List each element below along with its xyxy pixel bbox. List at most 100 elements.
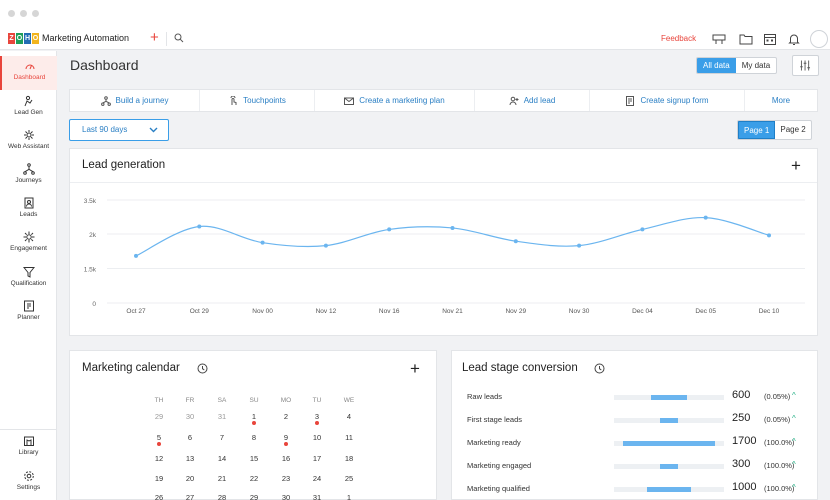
lead-stage-row[interactable]: Raw leads 600 (0.05%) ^ — [452, 389, 818, 410]
calendar-day[interactable]: 25 — [344, 474, 354, 483]
calendar-day[interactable]: 26 — [154, 493, 164, 500]
data-point[interactable] — [323, 243, 328, 248]
data-point[interactable] — [450, 225, 455, 230]
calendar-day[interactable]: 8 — [251, 433, 257, 442]
data-point[interactable] — [640, 227, 645, 232]
lead-stage-row[interactable]: Marketing ready 1700 (100.0%) ^ — [452, 435, 818, 456]
date-range-dropdown[interactable]: Last 90 days — [69, 119, 169, 141]
calendar-day[interactable]: 24 — [312, 474, 322, 483]
customize-button[interactable] — [792, 55, 819, 76]
calendar-day[interactable]: 9 — [283, 433, 289, 442]
calendar-day[interactable]: 12 — [154, 454, 164, 463]
sidebar-item-lead-gen[interactable]: Lead Gen — [0, 91, 57, 125]
calendar-day[interactable]: 19 — [154, 474, 164, 483]
calendar-day[interactable]: 22 — [249, 474, 259, 483]
data-point[interactable] — [260, 240, 265, 245]
calendar-day[interactable]: 30 — [281, 493, 291, 500]
sidebar-item-settings[interactable]: Settings — [0, 466, 57, 500]
app-topbar: Z O H O Marketing Automation + Feedback — [0, 28, 830, 50]
data-point[interactable] — [387, 227, 392, 232]
sidebar-item-leads[interactable]: Leads — [0, 193, 57, 227]
search-icon[interactable] — [174, 33, 184, 43]
add-event-icon[interactable]: + — [410, 359, 420, 378]
info-clock-icon[interactable] — [197, 363, 208, 374]
calendar-day[interactable]: 18 — [344, 454, 354, 463]
calendar-day[interactable]: 4 — [346, 412, 352, 421]
lead-stage-row[interactable]: Marketing qualified 1000 (100.0%) ^ — [452, 481, 818, 500]
calendar-day[interactable]: 27 — [185, 493, 195, 500]
calendar-day[interactable]: 23 — [281, 474, 291, 483]
sidebar-item-library[interactable]: Library — [0, 431, 57, 465]
data-point[interactable] — [703, 215, 708, 220]
calendar-icon[interactable] — [763, 32, 777, 46]
calendar-day[interactable]: 13 — [185, 454, 195, 463]
bell-icon[interactable] — [787, 32, 801, 46]
avatar[interactable] — [810, 30, 828, 48]
touchpoints-action[interactable]: Touchpoints — [200, 90, 315, 111]
journey-shortcut-icon[interactable] — [712, 32, 726, 46]
page-1-button[interactable]: Page 1 — [738, 121, 776, 139]
calendar-day[interactable]: 20 — [185, 474, 195, 483]
data-point[interactable] — [134, 253, 138, 258]
library-icon — [23, 436, 34, 446]
calendar-day[interactable]: 6 — [187, 433, 193, 442]
data-point[interactable] — [197, 224, 202, 229]
sidebar-item-qualification[interactable]: Qualification — [0, 262, 57, 296]
sidebar-item-journeys[interactable]: Journeys — [0, 159, 57, 193]
calendar-day[interactable]: 28 — [217, 493, 227, 500]
my-data-button[interactable]: My data — [741, 61, 771, 70]
stage-name: Marketing ready — [467, 438, 521, 447]
create-marketing-plan-action[interactable]: Create a marketing plan — [315, 90, 475, 111]
create-signup-form-action[interactable]: Create signup form — [590, 90, 745, 111]
add-icon[interactable]: + — [150, 29, 159, 46]
data-point[interactable] — [513, 239, 518, 244]
sidebar-item-web-assistant[interactable]: Web Assistant — [0, 125, 57, 159]
feedback-link[interactable]: Feedback — [661, 34, 697, 43]
calendar-day[interactable]: 7 — [219, 433, 225, 442]
info-clock-icon[interactable] — [594, 363, 605, 374]
sidebar-item-planner[interactable]: Planner — [0, 296, 57, 330]
sidebar-item-engagement[interactable]: Engagement — [0, 227, 57, 261]
event-dot — [157, 442, 161, 446]
calendar-day[interactable]: 29 — [154, 412, 164, 421]
zoho-logo[interactable]: Z O H O — [8, 33, 40, 45]
calendar-day[interactable]: 10 — [312, 433, 322, 442]
lead-gen-icon — [24, 95, 32, 107]
calendar-day[interactable]: 3 — [314, 412, 320, 421]
calendar-day[interactable]: 11 — [345, 433, 353, 442]
weekday-label: SU — [249, 397, 259, 404]
sidebar-item-label: Leads — [19, 211, 38, 218]
calendar-day[interactable]: 1 — [346, 493, 352, 500]
calendar-day[interactable]: 21 — [217, 474, 227, 483]
stage-bar-track — [614, 418, 724, 423]
calendar-day[interactable]: 1 — [251, 412, 257, 421]
y-tick-label: 0 — [92, 301, 96, 308]
calendar-day[interactable]: 29 — [249, 493, 259, 500]
all-data-button[interactable]: All data — [697, 58, 736, 73]
sidebar-item-label: Web Assistant — [7, 143, 50, 150]
dashboard-icon — [25, 64, 34, 70]
add-lead-action[interactable]: Add lead — [475, 90, 590, 111]
envelope-icon — [344, 97, 355, 105]
calendar-day[interactable]: 15 — [249, 454, 259, 463]
folder-icon[interactable] — [739, 32, 753, 46]
calendar-day[interactable]: 2 — [283, 412, 289, 421]
lead-stage-row[interactable]: First stage leads 250 (0.05%) ^ — [452, 412, 818, 433]
add-widget-icon[interactable]: + — [791, 156, 801, 175]
calendar-day[interactable]: 14 — [217, 454, 227, 463]
calendar-day[interactable]: 17 — [312, 454, 322, 463]
data-point[interactable] — [577, 243, 582, 248]
calendar-day[interactable]: 5 — [156, 433, 162, 442]
page-2-button[interactable]: Page 2 — [780, 125, 806, 134]
marketing-calendar-card: Marketing calendar + — [69, 350, 437, 500]
form-icon — [626, 95, 635, 106]
calendar-day[interactable]: 30 — [185, 412, 195, 421]
calendar-day[interactable]: 31 — [312, 493, 322, 500]
calendar-day[interactable]: 31 — [217, 412, 227, 421]
calendar-day[interactable]: 16 — [281, 454, 291, 463]
more-actions-button[interactable]: More — [745, 90, 817, 111]
data-point[interactable] — [767, 233, 771, 238]
build-journey-action[interactable]: Build a journey — [70, 90, 200, 111]
sidebar-item-dashboard[interactable]: Dashboard — [0, 56, 57, 90]
lead-stage-row[interactable]: Marketing engaged 300 (100.0%) ^ — [452, 458, 818, 479]
